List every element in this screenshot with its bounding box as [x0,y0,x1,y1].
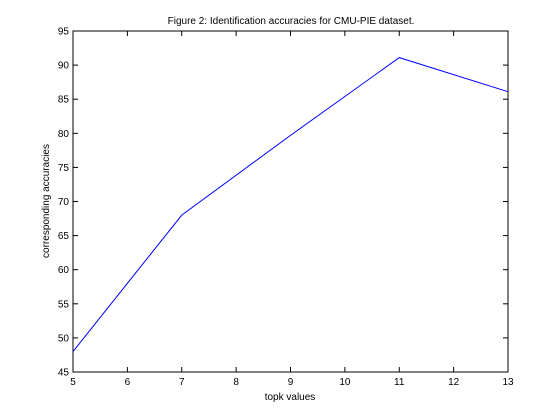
y-tick-label: 50 [58,333,70,344]
plot-area-frame [72,30,509,373]
x-tick-label: 8 [233,377,239,388]
y-axis: 45 50 55 60 65 70 75 80 85 90 95 [58,27,508,379]
series-line-0 [72,57,509,352]
y-tick-label: 65 [58,231,70,242]
y-tick-label: 55 [58,299,70,310]
x-tick-label: 5 [70,377,76,388]
x-tick-label: 10 [339,377,351,388]
chart-title: Figure 2: Identification accuracies for … [168,16,415,27]
x-tick-label: 12 [448,377,460,388]
y-tick-label: 60 [58,265,70,276]
y-tick-label: 75 [58,163,70,174]
y-tick-label: 95 [58,27,70,38]
y-tick-label: 80 [58,129,70,140]
x-tick-label: 7 [179,377,185,388]
y-tick-label: 85 [58,95,70,106]
x-tick-label: 13 [502,377,514,388]
series-layer [72,57,509,352]
x-tick-label: 11 [394,377,405,388]
x-axis-title: topk values [265,392,316,403]
y-axis-title: corresponding accuracies [41,144,52,258]
x-axis: 5 6 7 8 9 10 11 12 13 [70,31,514,388]
y-tick-label: 90 [58,61,70,72]
x-tick-label: 6 [125,377,131,388]
x-tick-label: 9 [288,377,294,388]
y-tick-label: 45 [58,368,70,379]
y-tick-label: 70 [58,197,70,208]
